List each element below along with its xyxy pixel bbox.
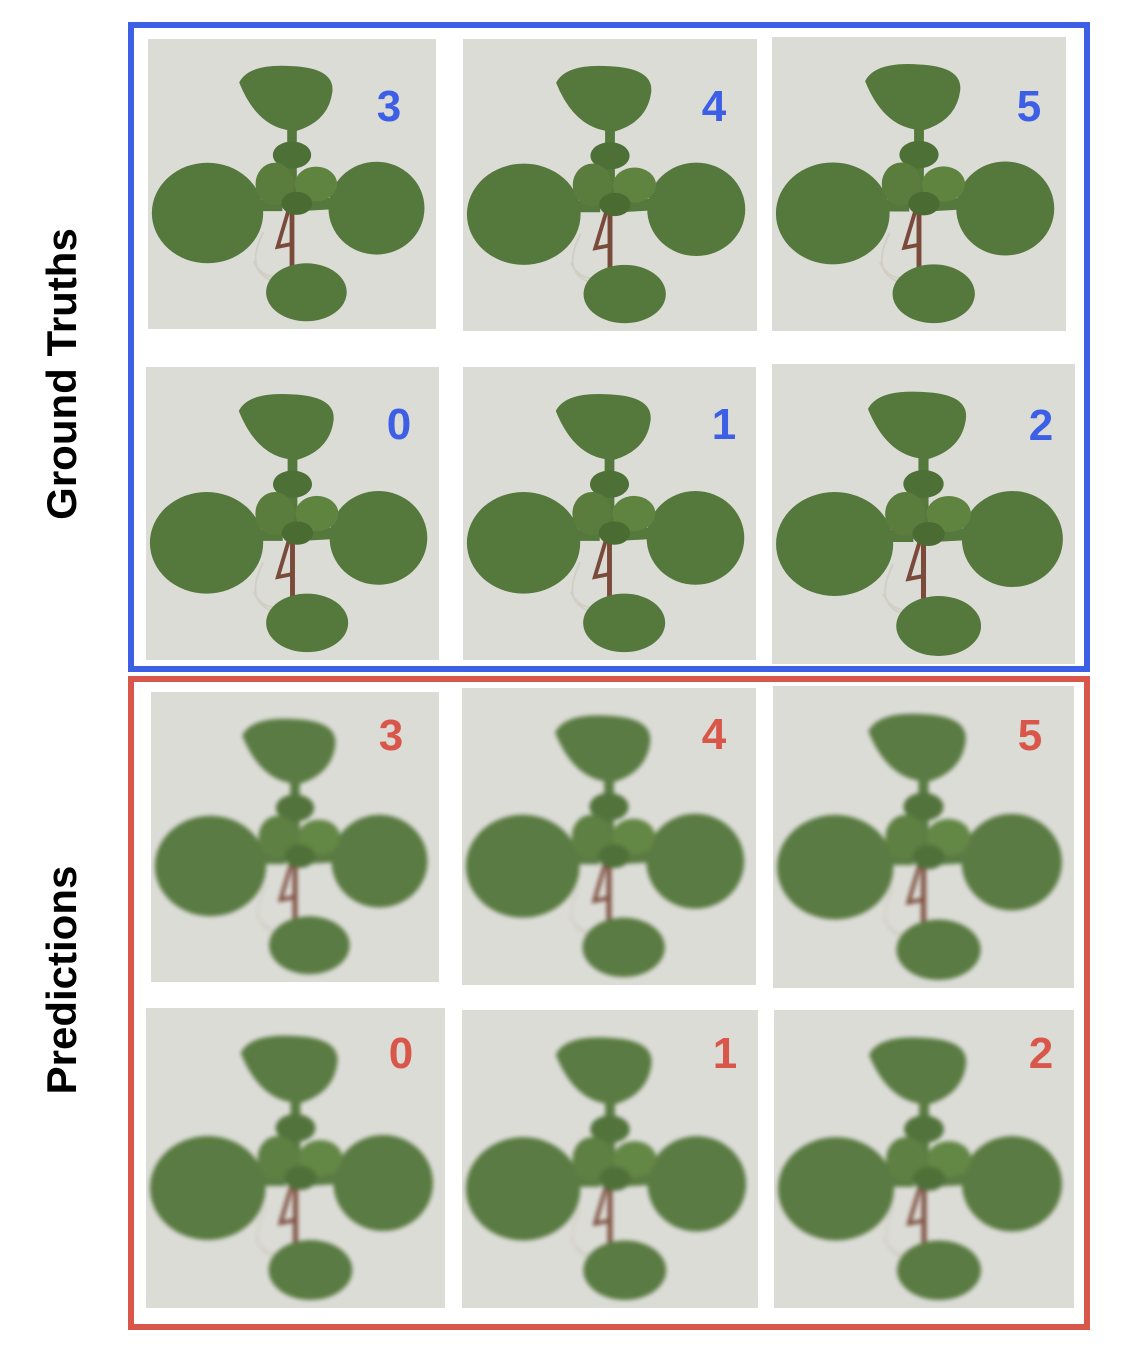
plant-image bbox=[772, 37, 1066, 331]
plant-image-tile: 1 bbox=[462, 1010, 758, 1308]
plant-image bbox=[146, 367, 439, 660]
tile-number: 1 bbox=[712, 1029, 738, 1078]
plant-image-tile: 0 bbox=[146, 367, 439, 660]
tile-number: 4 bbox=[701, 710, 727, 759]
tile-number: 0 bbox=[388, 1029, 414, 1078]
predictions-label: Predictions bbox=[38, 865, 85, 1095]
plant-image-tile: 2 bbox=[772, 364, 1075, 664]
tile-number: 0 bbox=[386, 400, 412, 449]
tile-number: 1 bbox=[711, 400, 737, 449]
tile-number: 5 bbox=[1017, 711, 1043, 760]
predictions-panel bbox=[128, 676, 1090, 1330]
plant-image bbox=[773, 686, 1074, 988]
plant-image-tile: 4 bbox=[462, 688, 756, 985]
plant-image-tile: 3 bbox=[151, 692, 439, 982]
plant-image-tile: 2 bbox=[774, 1010, 1074, 1308]
plant-image-tile: 0 bbox=[146, 1008, 445, 1308]
plant-image bbox=[462, 688, 756, 985]
tile-number: 2 bbox=[1028, 401, 1054, 450]
plant-image bbox=[462, 1010, 758, 1308]
ground-truths-label: Ground Truths bbox=[38, 228, 85, 520]
plant-image-tile: 1 bbox=[463, 367, 756, 660]
plant-image bbox=[772, 364, 1075, 664]
plant-image-tile: 4 bbox=[463, 39, 757, 331]
plant-image bbox=[774, 1010, 1074, 1308]
ground-truths-panel bbox=[128, 22, 1090, 672]
plant-image-tile: 5 bbox=[773, 686, 1074, 988]
plant-image bbox=[148, 39, 436, 329]
plant-image-tile: 3 bbox=[148, 39, 436, 329]
tile-number: 3 bbox=[378, 711, 404, 760]
tile-number: 4 bbox=[701, 82, 727, 131]
plant-image bbox=[146, 1008, 445, 1308]
plant-image bbox=[151, 692, 439, 982]
plant-image-tile: 5 bbox=[772, 37, 1066, 331]
tile-number: 3 bbox=[376, 82, 402, 131]
tile-number: 2 bbox=[1028, 1029, 1054, 1078]
plant-image bbox=[463, 39, 757, 331]
tile-number: 5 bbox=[1016, 82, 1042, 131]
plant-image bbox=[463, 367, 756, 660]
